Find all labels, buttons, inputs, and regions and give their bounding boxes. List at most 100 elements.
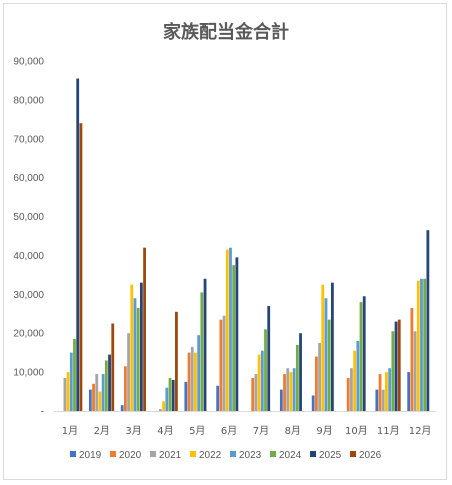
- x-tick-label: 5月: [189, 425, 205, 437]
- legend-label: 2020: [119, 450, 142, 461]
- bar-2024-4: [168, 377, 172, 411]
- x-tick-label: 8月: [285, 425, 301, 437]
- bar-2023-9: [324, 298, 328, 411]
- bar-2024-2: [104, 360, 108, 411]
- bar-2020-10: [346, 377, 350, 411]
- bar-2024-12: [423, 278, 427, 411]
- legend-label: 2026: [359, 450, 382, 461]
- bar-2023-12: [420, 278, 423, 411]
- bar-2022-4: [162, 401, 166, 411]
- legend-swatch: [230, 451, 236, 457]
- y-tick-label: 90,000: [13, 57, 44, 68]
- bar-2022-9: [321, 284, 325, 411]
- y-tick-label: 20,000: [13, 329, 44, 340]
- bar-2021-2: [95, 374, 99, 411]
- bar-2024-9: [327, 319, 331, 411]
- chart-title: 家族配当金合計: [163, 22, 289, 43]
- bar-2022-8: [289, 372, 293, 411]
- bar-2025-6: [235, 257, 239, 411]
- bar-2020-7: [251, 377, 255, 411]
- legend-swatch: [350, 451, 356, 457]
- bar-2025-11: [394, 321, 398, 411]
- bar-2021-9: [318, 342, 321, 411]
- x-tick-label: 2月: [94, 425, 110, 437]
- bar-2021-1: [63, 377, 67, 411]
- bar-2019-11: [375, 389, 379, 411]
- bar-2019-2: [88, 389, 92, 411]
- x-tick-label: 7月: [253, 425, 269, 437]
- x-tick-label: 1月: [62, 425, 78, 437]
- bars: [63, 78, 430, 411]
- bar-2022-6: [225, 249, 229, 411]
- legend-label: 2024: [279, 450, 302, 461]
- bar-2024-10: [359, 302, 363, 411]
- bar-2025-7: [267, 306, 271, 411]
- legend-swatch: [310, 451, 316, 457]
- bar-2019-6: [216, 385, 220, 411]
- bar-2023-6: [229, 247, 232, 411]
- bar-2022-11: [385, 372, 388, 411]
- bar-2023-5: [197, 335, 201, 411]
- bar-2025-1: [76, 78, 80, 411]
- bar-2025-8: [299, 333, 302, 411]
- bar-2023-3: [133, 298, 137, 411]
- bar-2025-5: [203, 278, 207, 411]
- bar-2023-4: [165, 387, 169, 411]
- bar-2020-11: [378, 374, 382, 411]
- bar-2025-2: [108, 354, 111, 411]
- bar-2021-4: [159, 409, 162, 411]
- bar-2025-12: [426, 230, 430, 411]
- bar-2022-1: [66, 372, 70, 411]
- bar-2019-12: [407, 372, 411, 411]
- bar-2020-3: [123, 366, 127, 411]
- bar-2021-6: [222, 315, 226, 411]
- x-tick-label: 11月: [377, 425, 400, 437]
- bar-2021-8: [286, 368, 290, 411]
- bar-2021-7: [254, 374, 258, 411]
- bar-2021-3: [127, 333, 130, 411]
- x-axis-ticks: 1月 2月 3月 4月 5月 6月 7月 8月 9月 10月 11月 12月: [62, 425, 432, 437]
- bar-2023-2: [101, 374, 105, 411]
- bar-2025-3: [139, 282, 143, 411]
- bar-2025-9: [330, 282, 334, 411]
- legend-label: 2023: [239, 450, 262, 461]
- bar-2020-12: [410, 307, 414, 411]
- bar-2022-12: [416, 280, 420, 411]
- legend-label: 2021: [159, 450, 182, 461]
- bar-2019-8: [279, 389, 283, 411]
- y-tick-label: 70,000: [13, 134, 44, 145]
- legend-swatch: [190, 451, 196, 457]
- bar-2025-4: [171, 379, 175, 411]
- legend-swatch: [150, 451, 156, 457]
- bar-2022-3: [130, 284, 134, 411]
- bar-2022-7: [257, 354, 261, 411]
- x-tick-label: 3月: [125, 425, 141, 437]
- bar-2023-11: [388, 368, 392, 411]
- bar-2024-1: [73, 339, 76, 411]
- x-tick-label: 6月: [221, 425, 237, 437]
- x-tick-label: 10月: [345, 425, 368, 437]
- legend-swatch: [110, 451, 116, 457]
- bar-2023-8: [292, 368, 296, 411]
- y-axis-ticks: - 10,000 20,000 30,000 40,000 50,000 60,000 70,…: [13, 57, 44, 418]
- bar-2019-3: [120, 405, 124, 411]
- bar-2023-10: [356, 341, 360, 411]
- bar-2019-9: [311, 395, 315, 411]
- legend-label: 2025: [319, 450, 342, 461]
- y-tick-label: 60,000: [13, 173, 44, 184]
- bar-2020-2: [92, 383, 95, 411]
- bar-2024-5: [200, 292, 204, 411]
- x-tick-label: 4月: [157, 425, 173, 437]
- legend-swatch: [70, 451, 76, 457]
- y-tick-label: 80,000: [13, 95, 44, 106]
- bar-2026-2: [111, 323, 115, 411]
- bar-2026-11: [397, 319, 401, 411]
- bar-2025-10: [362, 296, 366, 411]
- bar-2021-10: [350, 368, 353, 411]
- legend-label: 2019: [79, 450, 102, 461]
- bar-2020-5: [187, 352, 191, 411]
- y-tick-label: 50,000: [13, 212, 44, 223]
- bar-2024-6: [232, 265, 236, 411]
- bar-2026-1: [79, 123, 83, 411]
